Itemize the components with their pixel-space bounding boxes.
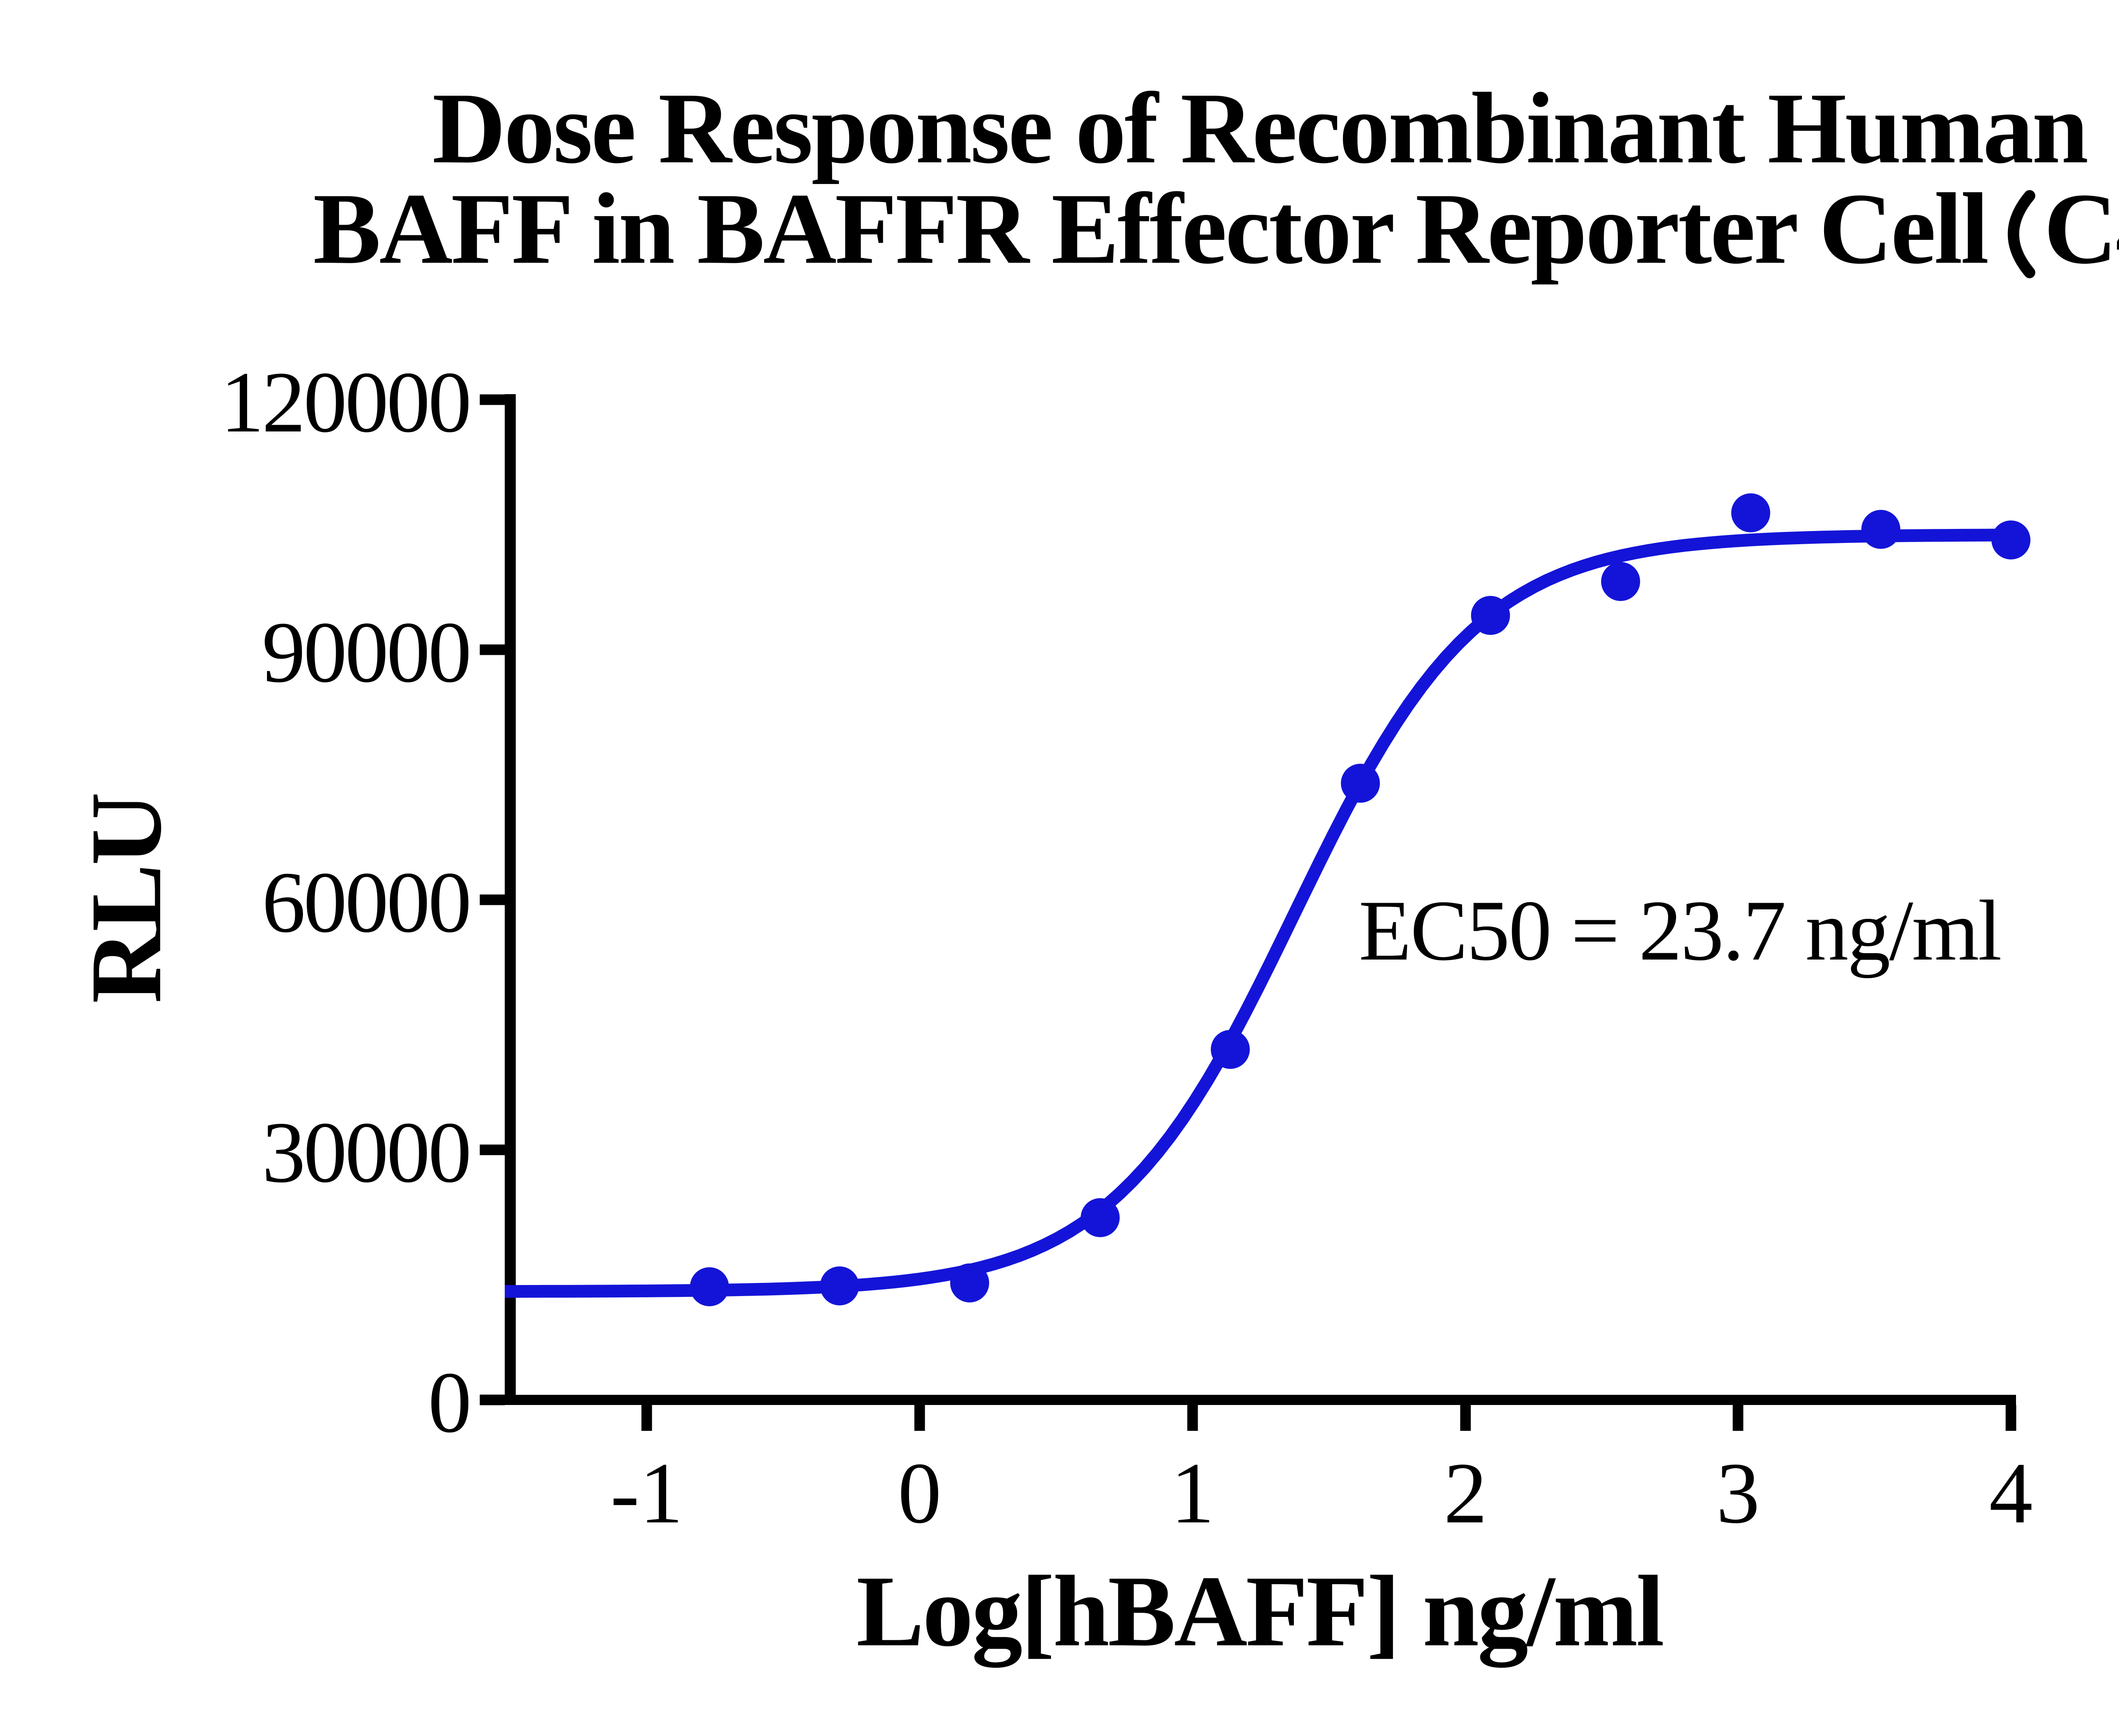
svg-text:120000: 120000	[220, 353, 470, 451]
svg-text:60000: 60000	[262, 854, 470, 951]
svg-text:Log[hBAFF] ng/ml: Log[hBAFF] ng/ml	[856, 1555, 1663, 1668]
svg-text:-1: -1	[610, 1444, 683, 1541]
svg-text:90000: 90000	[262, 604, 470, 701]
svg-text:Dose Response of Recombinant H: Dose Response of Recombinant Human	[432, 72, 2087, 184]
svg-text:1: 1	[1171, 1444, 1215, 1541]
svg-text:RLU: RLU	[70, 794, 182, 1004]
svg-text:EC50 = 23.7 ng/ml: EC50 = 23.7 ng/ml	[1359, 883, 2001, 979]
svg-text:0: 0	[428, 1354, 470, 1451]
svg-text:0: 0	[898, 1444, 942, 1541]
svg-text:BAFF in BAFFR Effector Reporte: BAFF in BAFFR Effector Reporter Cell(C4)	[313, 169, 2119, 286]
svg-text:30000: 30000	[262, 1104, 470, 1201]
svg-text:4: 4	[1989, 1444, 2033, 1541]
svg-text:3: 3	[1716, 1444, 1760, 1541]
svg-text:2: 2	[1444, 1444, 1488, 1541]
